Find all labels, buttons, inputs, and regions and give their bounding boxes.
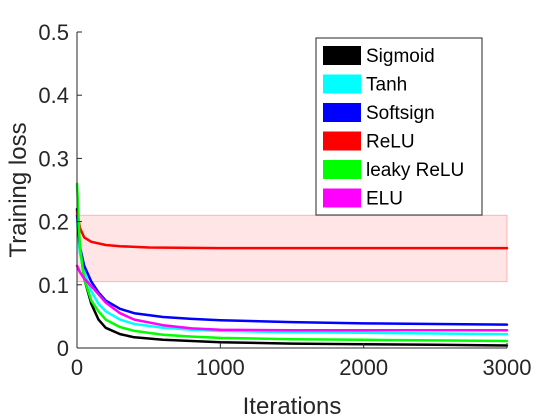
x-axis-label: Iterations: [243, 393, 342, 420]
legend-swatch-5: [323, 188, 361, 208]
x-tick-label: 2000: [339, 355, 388, 380]
legend-swatch-2: [323, 103, 361, 122]
y-tick-label: 0.4: [38, 83, 69, 108]
y-tick-label: 0.2: [38, 210, 69, 235]
y-tick-label: 0.3: [38, 146, 69, 171]
legend-label-5: ELU: [366, 189, 403, 210]
series-line-2: [75, 214, 509, 326]
x-tick-label: 3000: [483, 355, 532, 380]
x-tick-label: 0: [71, 355, 83, 380]
legend: Sigmoid Tanh Softsign ReLU leaky ReLU ELU: [315, 37, 483, 216]
legend-label-2: Softsign: [366, 103, 435, 124]
y-tick-label: 0.1: [38, 273, 69, 298]
legend-box: [315, 37, 483, 216]
legend-label-0: Sigmoid: [366, 46, 435, 67]
series-line-4: [75, 182, 509, 343]
legend-swatch-0: [323, 46, 361, 65]
legend-swatch-3: [323, 131, 361, 151]
series-line-5: [75, 264, 509, 332]
legend-label-4: leaky ReLU: [366, 160, 464, 181]
legend-label-3: ReLU: [366, 132, 415, 153]
plot-area: [75, 182, 509, 347]
legend-label-1: Tanh: [366, 75, 407, 96]
x-tick-label: 1000: [196, 355, 245, 380]
legend-swatch-4: [323, 160, 361, 179]
legend-swatch-1: [323, 74, 361, 94]
y-axis-label: Training loss: [5, 122, 32, 257]
y-tick-label: 0.5: [38, 20, 69, 45]
axes: 0 1000 2000 3000 0 0.1 0.2 0.3 0.4 0.5: [38, 20, 531, 380]
y-tick-label: 0: [57, 336, 69, 361]
series-line-3: [75, 210, 509, 250]
series-line-1: [75, 220, 509, 336]
